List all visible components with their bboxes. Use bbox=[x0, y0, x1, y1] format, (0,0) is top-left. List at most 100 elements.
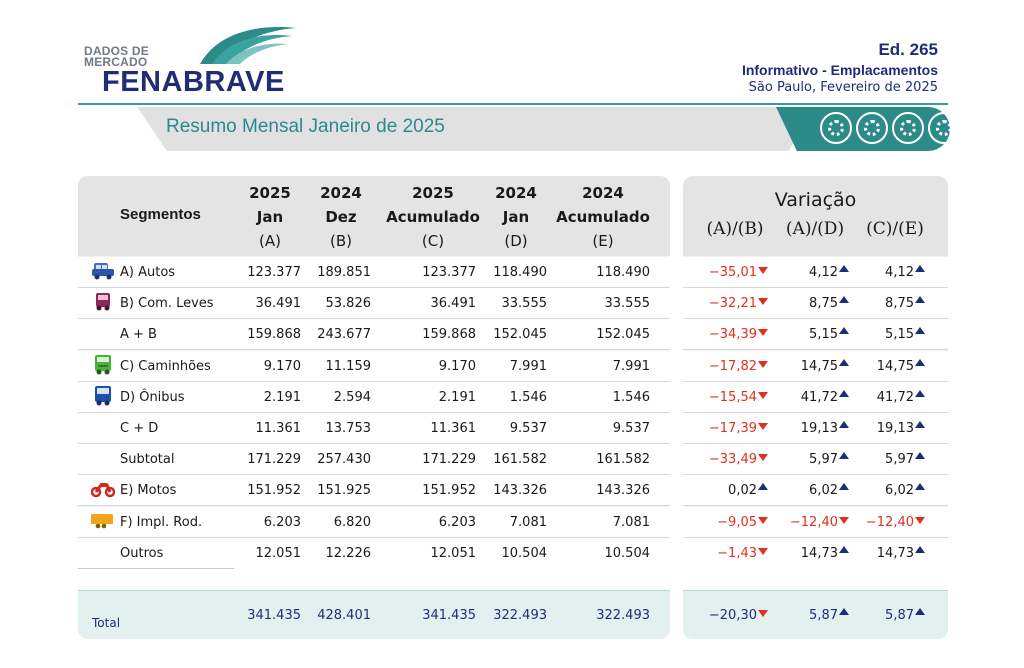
variation-row: 0,02 6,02 6,02 bbox=[683, 475, 948, 507]
total-value: 341.435 bbox=[422, 608, 476, 623]
table-row: A + B 159.868 243.677 159.868 152.045 152.045 bbox=[78, 319, 670, 351]
arrow-down-icon bbox=[758, 391, 768, 399]
cell-value: 6.203 bbox=[438, 514, 476, 530]
cell-value: 12.051 bbox=[430, 545, 477, 561]
arrow-down-icon bbox=[758, 360, 768, 368]
cell-value: 12.226 bbox=[325, 545, 372, 561]
cell-value: 11.361 bbox=[430, 421, 477, 436]
variation-value: 5,97 bbox=[845, 444, 925, 475]
arrow-down-icon bbox=[758, 547, 768, 555]
cell-value: 7.991 bbox=[509, 358, 547, 374]
variation-row: −9,05 −12,40 −12,40 bbox=[683, 506, 948, 538]
column-header: 2024 Dez (B) bbox=[320, 184, 362, 250]
arrow-down-icon bbox=[758, 329, 768, 337]
arrow-up-icon bbox=[839, 327, 849, 335]
variation-value: −17,39 bbox=[688, 413, 768, 444]
segment-label: A + B bbox=[120, 327, 157, 343]
variation-value: −17,82 bbox=[688, 351, 768, 382]
variation-column-header: (A)/(D) bbox=[785, 219, 845, 239]
table-header: Segmentos 2025 Jan (A) 2024 Dez (B) 2025 Acumul… bbox=[78, 176, 670, 256]
cell-value: 123.377 bbox=[422, 265, 476, 280]
cell-value: 2.594 bbox=[333, 389, 371, 405]
column-header: 2024 Jan (D) bbox=[495, 184, 537, 250]
cell-value: 161.582 bbox=[596, 452, 650, 468]
variation-value: 5,87 bbox=[845, 600, 925, 631]
arrow-up-icon bbox=[915, 483, 925, 491]
cell-value: 143.326 bbox=[596, 483, 650, 499]
arrow-up-icon bbox=[915, 296, 925, 304]
arrow-up-icon bbox=[839, 608, 849, 615]
arrow-up-icon bbox=[839, 358, 849, 366]
motorcycle-icon bbox=[90, 479, 116, 499]
arrow-up-icon bbox=[839, 265, 849, 272]
variation-value: −33,49 bbox=[688, 444, 768, 475]
cell-value: 9.170 bbox=[263, 358, 301, 374]
cell-value: 123.377 bbox=[247, 265, 301, 280]
table-row: E) Motos 151.952 151.925 151.952 143.326 143.… bbox=[78, 475, 670, 507]
cell-value: 9.537 bbox=[509, 421, 547, 436]
arrow-up-icon bbox=[839, 545, 849, 553]
truck-icon bbox=[91, 354, 115, 375]
arrow-down-icon bbox=[758, 454, 768, 462]
table-row: Subtotal 171.229 257.430 171.229 161.582 161.… bbox=[78, 444, 670, 476]
total-value: 322.493 bbox=[596, 608, 650, 623]
segment-label: C + D bbox=[120, 421, 159, 436]
arrow-up-icon bbox=[915, 265, 925, 272]
arrow-up-icon bbox=[915, 327, 925, 335]
logo-tagline: DADOS DE MERCADO bbox=[84, 44, 149, 69]
cell-value: 159.868 bbox=[422, 327, 476, 343]
cell-value: 7.081 bbox=[612, 514, 650, 530]
edition-label: Ed. 265 bbox=[878, 40, 938, 59]
variation-value: 14,75 bbox=[845, 351, 925, 382]
arrow-up-icon bbox=[839, 452, 849, 460]
registrations-table: Segmentos 2025 Jan (A) 2024 Dez (B) 2025 Acumul… bbox=[78, 176, 670, 639]
variation-header: Variação (A)/(B) (A)/(D) (C)/(E) bbox=[683, 176, 948, 256]
variation-value: −34,39 bbox=[688, 319, 768, 350]
cell-value: 33.555 bbox=[604, 296, 651, 312]
arrow-up-icon bbox=[839, 389, 849, 397]
table-row: C) Caminhões 9.170 11.159 9.170 7.991 7.991 bbox=[78, 350, 670, 382]
cell-value: 152.045 bbox=[596, 327, 650, 343]
cell-value: 33.555 bbox=[501, 296, 548, 312]
variation-row: −17,39 19,13 19,13 bbox=[683, 413, 948, 444]
cell-value: 10.504 bbox=[604, 545, 651, 561]
arrow-down-icon bbox=[915, 516, 925, 524]
cell-value: 2.191 bbox=[438, 389, 476, 405]
variation-value: 41,72 bbox=[845, 382, 925, 413]
variation-value: 6,02 bbox=[769, 475, 849, 506]
segments-header: Segmentos bbox=[120, 206, 201, 223]
cell-value: 2.191 bbox=[263, 389, 301, 405]
cell-value: 171.229 bbox=[422, 452, 476, 468]
segment-label: A) Autos bbox=[120, 265, 176, 280]
column-header: 2025 Jan (A) bbox=[249, 184, 291, 250]
variation-value: −9,05 bbox=[688, 507, 768, 538]
variation-value: 4,12 bbox=[769, 257, 849, 288]
cell-value: 10.504 bbox=[501, 545, 548, 561]
cell-value: 11.361 bbox=[255, 421, 302, 436]
variation-column-header: (A)/(B) bbox=[706, 219, 764, 239]
variation-value: 6,02 bbox=[845, 475, 925, 506]
variation-row: −15,54 41,72 41,72 bbox=[683, 381, 948, 413]
wheel-icon bbox=[928, 112, 960, 144]
arrow-up-icon bbox=[839, 483, 849, 491]
arrow-down-icon bbox=[839, 516, 849, 524]
variation-row: −33,49 5,97 5,97 bbox=[683, 444, 948, 476]
cell-value: 36.491 bbox=[430, 296, 477, 312]
variation-row: −32,21 8,75 8,75 bbox=[683, 288, 948, 320]
cell-value: 151.925 bbox=[317, 483, 371, 499]
cell-value: 6.203 bbox=[263, 514, 301, 530]
arrow-down-icon bbox=[758, 298, 768, 306]
arrow-up-icon bbox=[915, 452, 925, 460]
column-header: 2025 Acumulado (C) bbox=[386, 184, 480, 250]
car-icon bbox=[91, 261, 115, 281]
arrow-down-icon bbox=[758, 267, 768, 274]
logo-swoosh-icon bbox=[200, 27, 296, 64]
variation-value: −12,40 bbox=[845, 507, 925, 538]
wheel-icon bbox=[820, 112, 852, 144]
variation-row: −34,39 5,15 5,15 bbox=[683, 319, 948, 351]
table-row: D) Ônibus 2.191 2.594 2.191 1.546 1.546 bbox=[78, 381, 670, 413]
cell-value: 161.582 bbox=[493, 452, 547, 468]
cell-value: 243.677 bbox=[317, 327, 371, 343]
arrow-up-icon bbox=[915, 421, 925, 428]
variation-value: 0,02 bbox=[688, 475, 768, 506]
